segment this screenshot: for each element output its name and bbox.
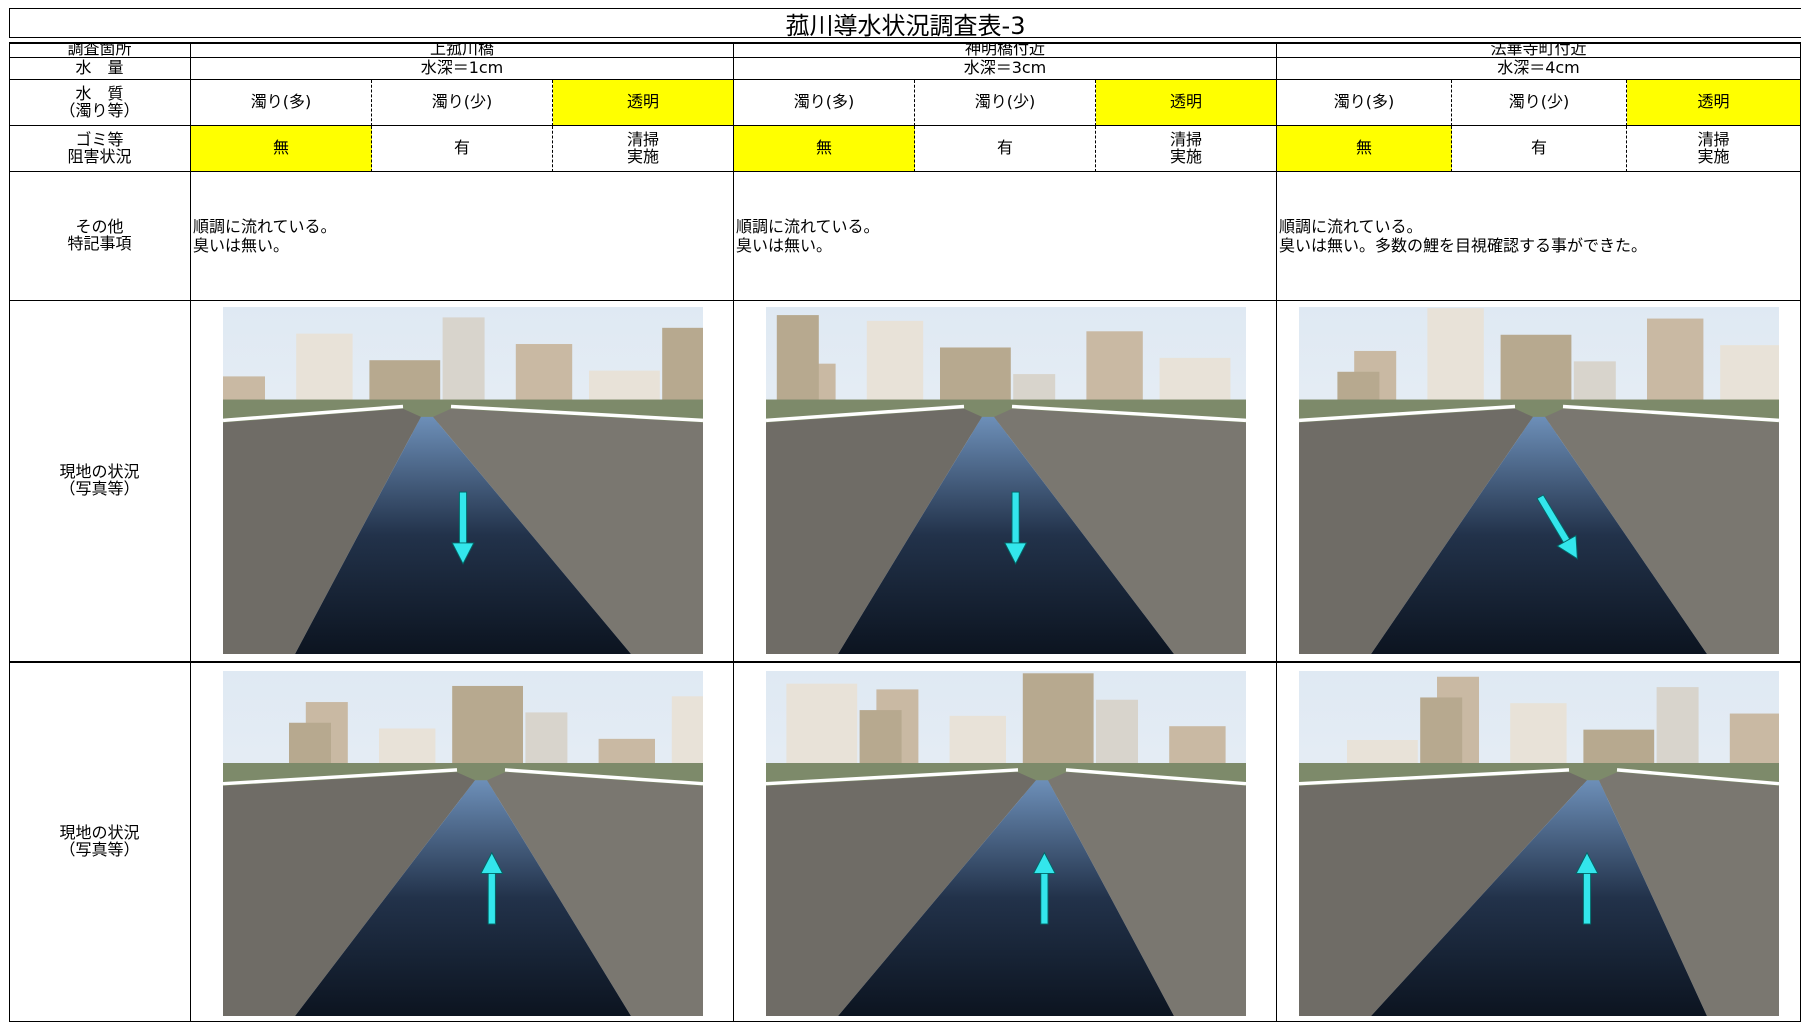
row-label: その他 特記事項 xyxy=(9,172,191,301)
row-label: ゴミ等 阻害状況 xyxy=(9,126,191,172)
quality-option: 濁り(少) xyxy=(1452,80,1627,126)
obstruction-option: 無 xyxy=(734,126,915,172)
row-label: 水 質 （濁り等） xyxy=(9,80,191,126)
obstruction-option: 有 xyxy=(372,126,553,172)
water-depth: 水深＝1cm xyxy=(191,58,734,80)
site-notes: 順調に流れている。 臭いは無い。 xyxy=(191,172,734,301)
water-depth: 水深＝3cm xyxy=(734,58,1277,80)
water-depth: 水深＝4cm xyxy=(1277,58,1801,80)
obstruction-option: 清掃 実施 xyxy=(1627,126,1801,172)
sheet-title: 菰川導水状況調査表-3 xyxy=(9,8,1801,40)
obstruction-option: 清掃 実施 xyxy=(1096,126,1277,172)
row-label: 水 量 xyxy=(9,58,191,80)
table-frame xyxy=(9,42,1801,1022)
site-photo xyxy=(765,307,1246,654)
quality-option: 濁り(多) xyxy=(1277,80,1452,126)
obstruction-option: 無 xyxy=(1277,126,1452,172)
quality-option: 透明 xyxy=(1096,80,1277,126)
site-notes: 順調に流れている。 臭いは無い。多数の鯉を目視確認する事ができた。 xyxy=(1277,172,1801,301)
site-name: 法華寺町付近 xyxy=(1277,42,1801,58)
photo-cell xyxy=(191,301,734,663)
quality-option: 濁り(少) xyxy=(915,80,1096,126)
site-photo xyxy=(765,671,1246,1016)
site-photo xyxy=(222,307,703,654)
row-label: 現地の状況 （写真等） xyxy=(9,301,191,663)
quality-option: 濁り(多) xyxy=(734,80,915,126)
row-label: 現地の状況 （写真等） xyxy=(9,663,191,1022)
photo-cell xyxy=(734,301,1277,663)
obstruction-option: 有 xyxy=(1452,126,1627,172)
site-photo xyxy=(222,671,703,1016)
site-photo xyxy=(1299,307,1779,654)
quality-option: 濁り(少) xyxy=(372,80,553,126)
obstruction-option: 無 xyxy=(191,126,372,172)
site-name: 上菰川橋 xyxy=(191,42,734,58)
row-label: 調査箇所 xyxy=(9,42,191,58)
quality-option: 透明 xyxy=(1627,80,1801,126)
obstruction-option: 清掃 実施 xyxy=(553,126,734,172)
obstruction-option: 有 xyxy=(915,126,1096,172)
quality-option: 濁り(多) xyxy=(191,80,372,126)
site-notes: 順調に流れている。 臭いは無い。 xyxy=(734,172,1277,301)
site-name: 神明橋付近 xyxy=(734,42,1277,58)
site-photo xyxy=(1299,671,1779,1016)
quality-option: 透明 xyxy=(553,80,734,126)
